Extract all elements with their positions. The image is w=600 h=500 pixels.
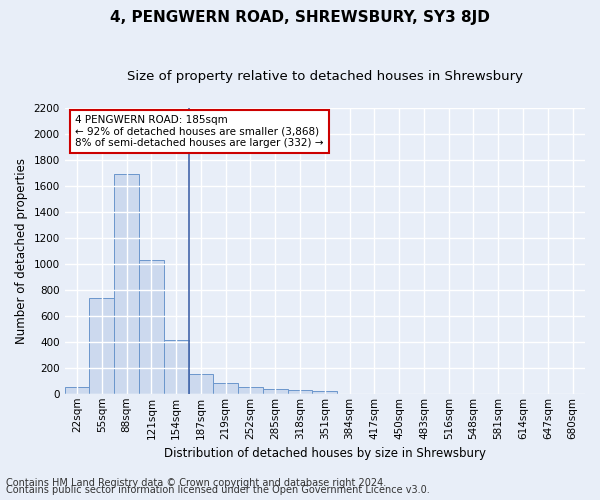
Bar — [287, 390, 313, 394]
Bar — [114, 174, 139, 394]
Bar — [313, 391, 337, 394]
Bar — [263, 388, 287, 394]
Title: Size of property relative to detached houses in Shrewsbury: Size of property relative to detached ho… — [127, 70, 523, 83]
Text: 4 PENGWERN ROAD: 185sqm
← 92% of detached houses are smaller (3,868)
8% of semi-: 4 PENGWERN ROAD: 185sqm ← 92% of detache… — [75, 115, 323, 148]
Text: Contains public sector information licensed under the Open Government Licence v3: Contains public sector information licen… — [6, 485, 430, 495]
Text: 4, PENGWERN ROAD, SHREWSBURY, SY3 8JD: 4, PENGWERN ROAD, SHREWSBURY, SY3 8JD — [110, 10, 490, 25]
Bar — [238, 388, 263, 394]
Bar — [188, 374, 214, 394]
Text: Contains HM Land Registry data © Crown copyright and database right 2024.: Contains HM Land Registry data © Crown c… — [6, 478, 386, 488]
Y-axis label: Number of detached properties: Number of detached properties — [15, 158, 28, 344]
Bar — [214, 382, 238, 394]
X-axis label: Distribution of detached houses by size in Shrewsbury: Distribution of detached houses by size … — [164, 447, 486, 460]
Bar — [89, 298, 114, 394]
Bar — [139, 260, 164, 394]
Bar — [164, 340, 188, 394]
Bar — [65, 386, 89, 394]
